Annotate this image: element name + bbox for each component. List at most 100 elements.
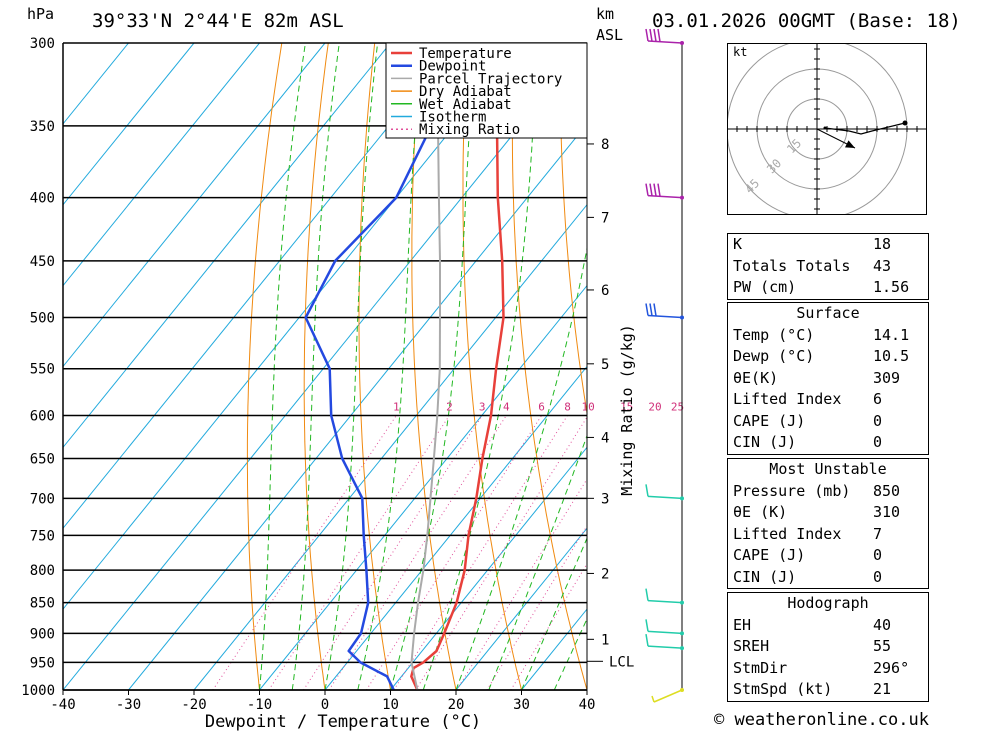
pressure-tick-label: 450 — [30, 254, 55, 270]
isotherm-line — [63, 43, 260, 287]
asl-unit-label: ASL — [596, 26, 624, 44]
lcl-label: LCL — [609, 654, 634, 670]
table-row-value: 296° — [873, 658, 910, 677]
table-row-value: 0 — [873, 411, 883, 430]
hodograph-start-dot — [823, 126, 827, 130]
mixing-ratio-line — [268, 415, 450, 690]
legend-entry-label: Dry Adiabat — [419, 84, 512, 100]
table-row: K 18 — [728, 234, 928, 256]
km-tick-label: 4 — [601, 430, 609, 446]
parcel-trajectory-series-line — [410, 60, 441, 690]
wind-barb-shaft — [653, 689, 683, 703]
table-row-label: Dewp (°C) — [733, 347, 815, 365]
dry-adiabat-line — [559, 43, 587, 417]
wind-barb — [645, 303, 684, 320]
wind-barb-feather — [653, 183, 657, 197]
pressure-tick-label: 400 — [30, 191, 55, 207]
table-row-label: StmSpd (kt) — [733, 680, 833, 698]
dry-adiabat-line — [358, 43, 391, 690]
wind-barb-feather — [645, 183, 649, 196]
indices-table: K 18 Totals Totals 43 PW (cm) 1.56 — [727, 233, 929, 300]
pressure-tick-label: 500 — [30, 311, 55, 327]
wind-barb-feather — [649, 28, 653, 42]
wind-barb-feather — [645, 619, 649, 632]
mixing-ratio-value: 15 — [620, 400, 633, 413]
wet-adiabat-line — [521, 536, 587, 690]
hodograph-trace — [824, 122, 906, 135]
wind-barb — [645, 633, 684, 651]
table-row-label: Lifted Index — [733, 524, 842, 543]
surface-title: Surface — [796, 304, 860, 322]
mixing-ratio-value: 2 — [446, 400, 453, 413]
table-row-value: 21 — [873, 680, 892, 698]
table-row-label: SREH — [733, 637, 770, 655]
surface-table: Surface Temp (°C) 14.1 Dewp (°C) 10.5 θE(K) 3… — [727, 302, 929, 455]
isotherm-line — [63, 43, 326, 368]
table-row: Pressure (mb) 850 — [728, 481, 928, 503]
isotherm-line — [63, 43, 195, 206]
wind-barb-flag — [651, 695, 655, 703]
mixing-ratio-line — [510, 562, 587, 690]
table-row: CAPE (J) 0 — [728, 545, 928, 567]
table-row-value: 40 — [873, 615, 892, 634]
table-row-label: PW (cm) — [733, 278, 797, 296]
hodograph-table-title: Hodograph — [787, 594, 869, 612]
wind-barb — [645, 183, 684, 200]
dewpoint-series-line — [304, 43, 451, 690]
wind-barb-feather — [645, 633, 649, 647]
temperature-series-line — [410, 125, 505, 690]
mixing-ratio-value: 8 — [564, 400, 571, 413]
wet-adiabat-line — [553, 617, 587, 690]
x-axis-label: Dewpoint / Temperature (°C) — [205, 712, 481, 732]
mixing-ratio-axis-label: Mixing Ratio (g/kg) — [618, 324, 636, 496]
x-tick-label: -40 — [50, 697, 75, 713]
table-row-value: 10.5 — [873, 347, 910, 365]
table-row-value: 55 — [873, 637, 892, 655]
wind-barb-feather — [653, 28, 657, 42]
isotherm-line — [63, 43, 522, 610]
table-row-label: Pressure (mb) — [733, 481, 851, 500]
wet-adiabat-line — [488, 434, 587, 690]
wind-barb-feather — [649, 183, 653, 196]
legend-entry-label: Dewpoint — [419, 59, 486, 75]
table-row: CIN (J) 0 — [728, 567, 928, 589]
wind-barb-feather — [645, 303, 649, 316]
table-row: Dewp (°C) 10.5 — [728, 346, 928, 368]
copyright-text: © weatheronline.co.uk — [714, 710, 929, 730]
pressure-tick-label: 550 — [30, 362, 55, 378]
table-row-label: θE (K) — [733, 503, 788, 521]
table-row-value: 1.56 — [873, 278, 910, 296]
x-tick-label: 0 — [321, 697, 329, 713]
legend-entry-label: Parcel Trajectory — [419, 71, 562, 87]
hodograph-ring-label: 45 — [742, 176, 762, 196]
wind-barb — [645, 619, 684, 636]
isotherm-line — [259, 284, 587, 690]
mixing-ratio-value: 10 — [581, 400, 594, 413]
mixing-ratio-labels: 1 2 3 4 6 8 10 15 20 25 — [393, 400, 684, 413]
wind-barb-shaft — [647, 599, 683, 604]
wind-barb-feather — [657, 183, 661, 197]
x-tick-label: -30 — [116, 697, 141, 713]
pressure-tick-label: 750 — [30, 528, 55, 544]
table-row-label: EH — [733, 615, 752, 634]
wind-barb-shaft — [647, 314, 683, 319]
table-row-value: 43 — [873, 256, 892, 275]
most-unstable-table: Most Unstable Pressure (mb) 850 θE (K) 310 L… — [727, 458, 929, 589]
x-tick-label: 20 — [448, 697, 465, 713]
station-location: 39°33'N 2°44'E 82m ASL — [92, 10, 344, 32]
pressure-tick-label: 350 — [30, 119, 55, 135]
isotherm-line — [390, 446, 587, 690]
pressure-tick-label: 900 — [30, 626, 55, 642]
mixing-ratio-line — [303, 415, 483, 690]
isotherm-line — [193, 203, 587, 690]
table-row-label: CIN (J) — [733, 433, 797, 451]
table-row: SREH 55 — [728, 636, 928, 658]
table-row: Temp (°C) 14.1 — [728, 325, 928, 347]
wind-barb-shaft — [647, 630, 683, 635]
km-tick-label: 7 — [601, 210, 609, 226]
table-row-value: 18 — [873, 235, 892, 253]
km-unit-label: km — [596, 5, 615, 23]
